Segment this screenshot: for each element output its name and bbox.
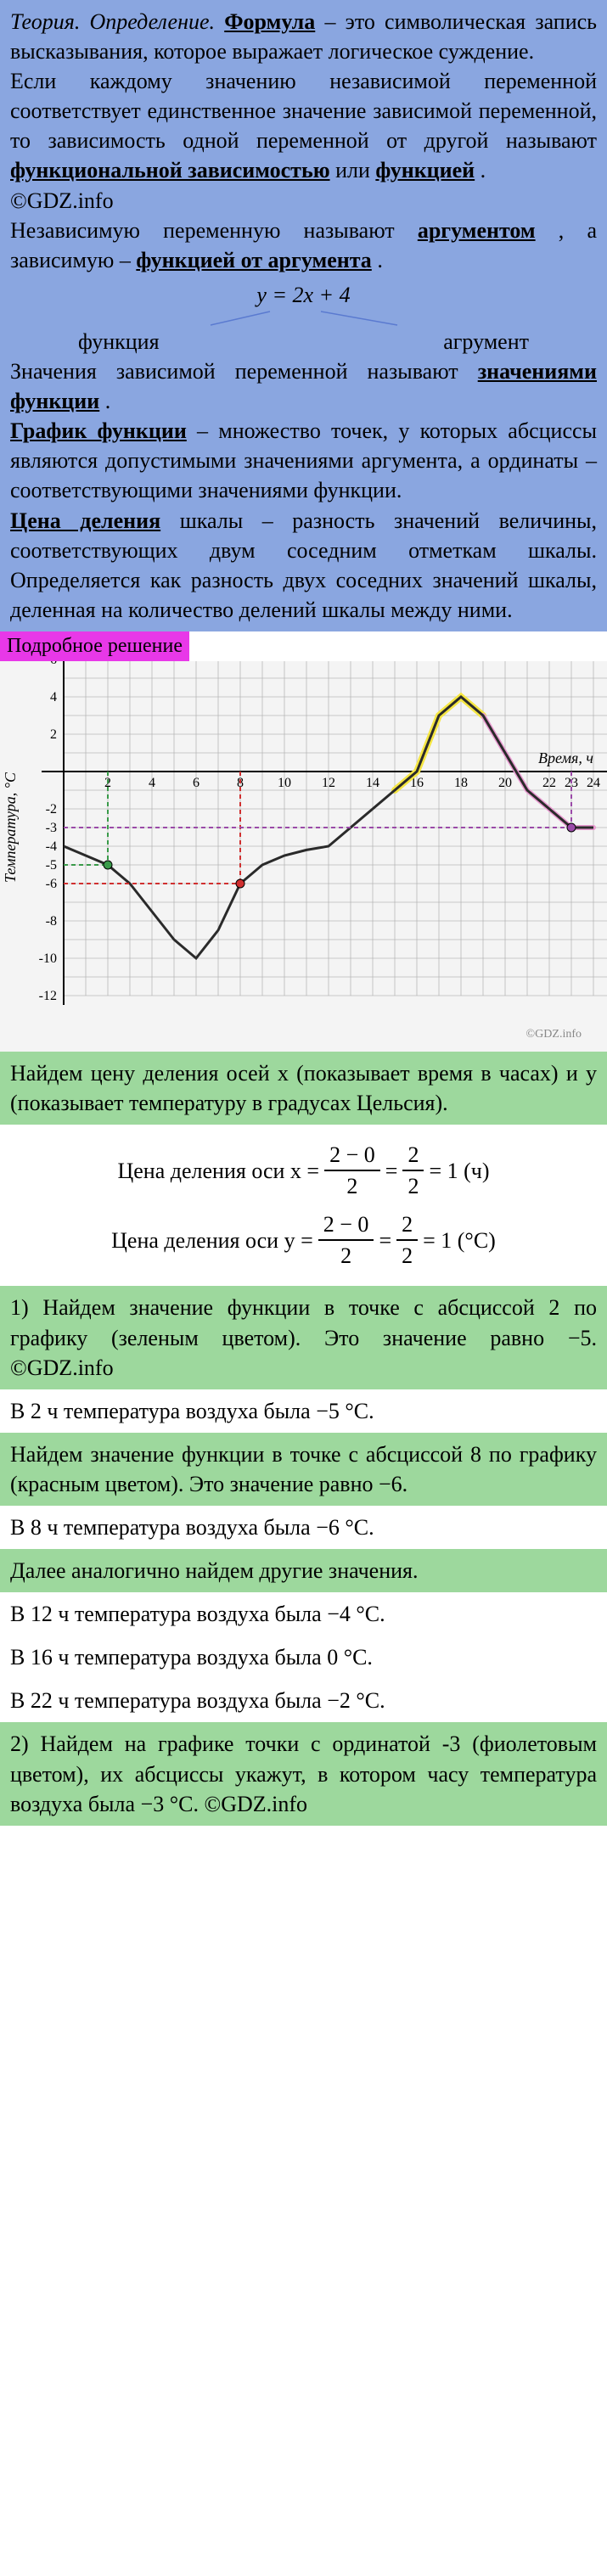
step-1-white: В 2 ч температура воздуха была −5 °C.	[0, 1389, 607, 1433]
svg-text:20: 20	[498, 776, 512, 790]
period: .	[481, 158, 486, 182]
period-2: .	[377, 248, 383, 272]
equals-2: =	[379, 1226, 391, 1255]
calc-x-num2: 2	[402, 1140, 424, 1171]
graph-term: График функции	[10, 418, 187, 443]
formula-arrows-icon	[177, 310, 431, 327]
svg-text:-12: -12	[39, 989, 57, 1003]
step-3-white-2: В 16 ч температура воздуха была 0 °C.	[0, 1636, 607, 1679]
theory-section: Теория. Определение. Формула – это симво…	[0, 0, 607, 631]
svg-text:18: 18	[454, 776, 468, 790]
svg-text:2: 2	[50, 727, 57, 742]
calc-y-den1: 2	[335, 1241, 357, 1271]
svg-text:6: 6	[193, 776, 200, 790]
step-1-green: 1) Найдем значение функции в точке с абс…	[0, 1286, 607, 1389]
calc-y-num1: 2 − 0	[318, 1209, 374, 1241]
svg-text:4: 4	[149, 776, 155, 790]
svg-text:-2: -2	[46, 802, 57, 817]
arg-label: агрумент	[443, 327, 529, 356]
svg-text:-10: -10	[39, 951, 57, 966]
svg-text:Время, ч: Время, ч	[538, 749, 593, 766]
price-term: Цена деления	[10, 508, 160, 533]
func-term: функцией	[375, 158, 475, 182]
func-of-arg-term: функцией от аргумента	[136, 248, 371, 272]
solution-header-row: Подробное решение	[0, 631, 607, 661]
step-2-white: В 8 ч температура воздуха была −6 °C.	[0, 1506, 607, 1549]
func-dep-text: Если каждому значению независимой переме…	[10, 69, 597, 153]
or-word: или	[335, 158, 375, 182]
definition-label: Определение	[90, 9, 210, 34]
frac-icon: 2 − 02	[324, 1140, 380, 1201]
func-label: функция	[78, 327, 160, 356]
theory-paragraph-1: Теория. Определение. Формула – это симво…	[10, 7, 597, 66]
theory-paragraph-3: Независимую переменную называют аргумент…	[10, 216, 597, 275]
svg-text:6: 6	[50, 661, 57, 667]
theory-paragraph-5: График функции – множество точек, у кото…	[10, 416, 597, 505]
equals-1: =	[385, 1156, 398, 1186]
frac-icon: 2 − 02	[318, 1209, 374, 1271]
step-2-green: Найдем значение функции в точке с абсцис…	[0, 1433, 607, 1506]
step-4-green: 2) Найдем на графике точки с ординатой -…	[0, 1722, 607, 1825]
step-3-green: Далее аналогично найдем другие значения.	[0, 1549, 607, 1592]
svg-text:Температура, °C: Температура, °C	[2, 772, 19, 883]
step-3-white-1: В 12 ч температура воздуха была −4 °C.	[0, 1592, 607, 1636]
svg-text:14: 14	[366, 776, 379, 790]
svg-text:10: 10	[278, 776, 291, 790]
svg-text:-8: -8	[46, 914, 57, 929]
theory-paragraph-4: Значения зависимой переменной называют з…	[10, 356, 597, 416]
calc-x-num1: 2 − 0	[324, 1140, 380, 1171]
graph-copyright: ©GDZ.info	[526, 1028, 582, 1041]
formula-eq-text: y = 2x + 4	[256, 280, 350, 310]
calc-intro-text: Найдем цену деления осей x (показывает в…	[10, 1058, 597, 1118]
formula-equation: y = 2x + 4	[10, 280, 597, 310]
calc-intro: Найдем цену деления осей x (показывает в…	[0, 1052, 607, 1125]
arg-term: аргументом	[418, 218, 536, 243]
arg-text-1: Независимую переменную называют	[10, 218, 418, 243]
period-3: .	[105, 389, 111, 413]
step-3-white-3: В 22 ч температура воздуха была −2 °C.	[0, 1679, 607, 1722]
frac-icon: 22	[402, 1140, 424, 1201]
calc-x-prefix: Цена деления оси x =	[117, 1156, 319, 1186]
svg-text:12: 12	[322, 776, 335, 790]
svg-text:4: 4	[50, 690, 57, 704]
temperature-graph: 2468101214161820222324642-2-3-4-5-6-8-10…	[0, 661, 607, 1052]
calc-x-den1: 2	[341, 1171, 363, 1201]
copyright-text: ©GDZ.info	[10, 186, 597, 216]
theory-paragraph-2: Если каждому значению независимой переме…	[10, 66, 597, 185]
formula-term: Формула	[224, 9, 315, 34]
svg-text:24: 24	[587, 776, 600, 790]
frac-icon: 22	[396, 1209, 418, 1271]
svg-text:-4: -4	[46, 839, 57, 854]
func-dep-term: функциональной зависимостью	[10, 158, 330, 182]
calc-x-den2: 2	[402, 1171, 424, 1201]
theory-paragraph-6: Цена деления шкалы – разность значений в…	[10, 506, 597, 625]
svg-text:-6: -6	[46, 877, 57, 891]
calc-y-num2: 2	[396, 1209, 418, 1241]
values-text: Значения зависимой переменной называют	[10, 359, 478, 384]
calc-x-row: Цена деления оси x = 2 − 02 = 22 = 1 (ч)…	[0, 1125, 607, 1286]
svg-text:-5: -5	[46, 858, 57, 873]
calc-x-result: = 1 (ч)	[429, 1156, 489, 1186]
formula-labels-row: функция агрумент	[10, 327, 597, 356]
calc-y-result: = 1 (°C)	[423, 1226, 496, 1255]
svg-text:-3: -3	[46, 821, 57, 835]
theory-label: Теория	[10, 9, 75, 34]
graph-svg: 2468101214161820222324642-2-3-4-5-6-8-10…	[0, 661, 607, 1052]
calc-y-den2: 2	[396, 1241, 418, 1271]
calc-y-prefix: Цена деления оси y =	[111, 1226, 313, 1255]
svg-text:22: 22	[542, 776, 556, 790]
solution-header: Подробное решение	[0, 631, 189, 661]
